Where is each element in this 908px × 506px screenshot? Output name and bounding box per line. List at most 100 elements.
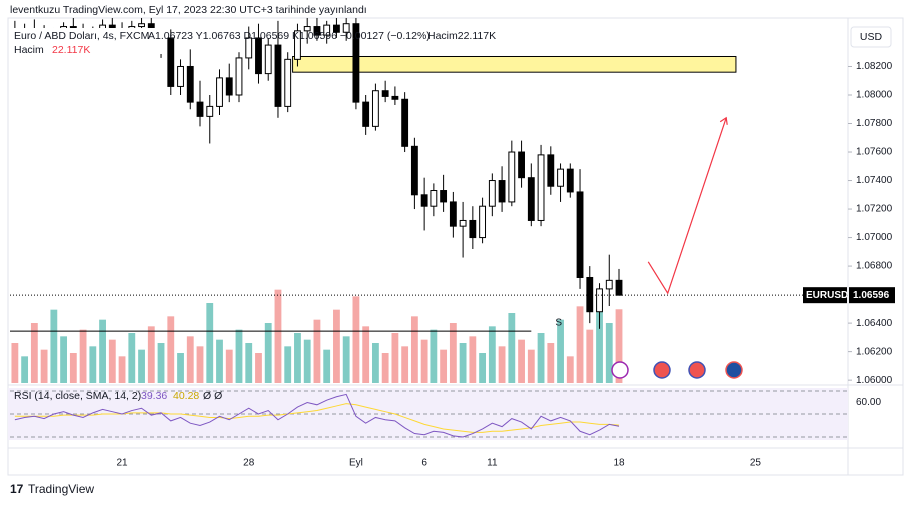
brand-logo: 17 — [10, 482, 24, 496]
volume-bar — [596, 299, 603, 383]
y-tick-label: 1.06000 — [856, 375, 893, 386]
x-tick-label: Eyl — [349, 458, 363, 469]
y-tick-label: 1.08200 — [856, 61, 893, 72]
y-tick-label: 1.08000 — [856, 90, 893, 101]
volume-bar — [333, 309, 340, 383]
candle-body — [284, 58, 292, 107]
candle-body — [488, 180, 496, 207]
candle-body — [381, 90, 389, 97]
candle-body — [264, 44, 272, 75]
candle-body — [186, 65, 194, 103]
volume-bar — [469, 336, 477, 383]
candle-body — [294, 30, 301, 60]
ohlc: A1.06723 Y1.06763 D1.06569 K1.06596 −0.0… — [148, 30, 430, 42]
candle-body — [225, 77, 233, 96]
candle-body — [430, 190, 438, 207]
x-tick-label: 28 — [243, 458, 255, 469]
x-tick-label: 6 — [421, 458, 427, 469]
volume-bar — [323, 349, 331, 383]
event-icon[interactable] — [611, 361, 629, 379]
volume-bar — [518, 339, 525, 383]
candle-body — [449, 201, 457, 227]
rsi-sma-value: 40.28 — [173, 390, 199, 402]
candle-body — [362, 101, 370, 127]
volume-bar — [303, 339, 311, 383]
candle-body — [537, 154, 545, 221]
volume-bar — [615, 309, 623, 383]
volume-bar — [225, 349, 233, 383]
volume-bar — [488, 326, 496, 383]
volume-name: Hacim — [14, 44, 44, 56]
volume-bar — [138, 349, 145, 383]
volume-bar — [294, 333, 301, 383]
volume-bar — [401, 346, 409, 383]
zone — [292, 55, 737, 73]
volume-bar — [186, 336, 194, 383]
x-tick-label: 18 — [613, 458, 625, 469]
volume-bar — [118, 356, 126, 383]
volume-bar — [479, 353, 487, 383]
x-tick-label: 25 — [750, 458, 762, 469]
candle-body — [615, 279, 623, 296]
rsi-extra: Ø Ø — [203, 390, 222, 402]
currency[interactable]: USD — [860, 31, 883, 43]
volume-bar — [89, 346, 97, 383]
y-tick-label: 1.07000 — [856, 232, 893, 243]
event-icon[interactable] — [725, 361, 743, 379]
volume-bar — [50, 309, 58, 383]
candle-body — [498, 180, 506, 203]
arrow — [647, 117, 727, 295]
candle-body — [196, 101, 204, 117]
candle-body — [518, 151, 525, 179]
header: leventkuzu TradingView.com, Eyl 17, 2023… — [10, 4, 367, 16]
volume-bar — [342, 336, 350, 383]
volume-bar — [167, 316, 175, 383]
candle-body — [586, 276, 594, 313]
volume-bar — [362, 326, 370, 383]
frame — [7, 17, 904, 476]
volume-value: 22.117K — [52, 44, 90, 56]
volume-bar — [537, 333, 545, 383]
y-tick-label: 1.07200 — [856, 204, 893, 215]
candle-body — [527, 177, 535, 221]
volume-bar — [245, 343, 253, 383]
volume-bar — [381, 353, 389, 383]
candle-body — [352, 23, 360, 103]
candle-body — [177, 65, 184, 87]
rsi-tick-label: 60.00 — [856, 397, 881, 408]
volume-bar — [11, 343, 19, 383]
volume-bar — [459, 343, 467, 383]
candle-body — [216, 77, 223, 107]
currency-button[interactable] — [850, 26, 892, 48]
volume-bar — [235, 329, 243, 383]
y-tick-label: 1.06200 — [856, 346, 893, 357]
volume-bar — [206, 303, 214, 383]
volume-bar — [274, 289, 282, 383]
volume-bar — [313, 319, 321, 383]
hline-label: S — [555, 318, 562, 329]
candle-body — [245, 37, 253, 59]
volume-bar — [79, 329, 87, 383]
volume-bar — [21, 356, 29, 383]
candle-body — [547, 154, 555, 187]
volume-bar — [40, 349, 48, 383]
volume-bar — [284, 346, 292, 383]
candle-body — [576, 191, 584, 278]
y-tick-label: 1.07400 — [856, 175, 893, 186]
volume-bar — [430, 329, 438, 383]
volume-bar — [255, 353, 262, 383]
event-icon[interactable] — [688, 361, 706, 379]
volume-bar — [99, 319, 106, 383]
candle-body — [313, 26, 321, 36]
event-icon[interactable] — [653, 361, 671, 379]
volume-bar — [60, 336, 68, 383]
y-tick-label: 1.07800 — [856, 118, 893, 129]
candle-body — [420, 194, 428, 207]
price-tag — [849, 287, 895, 304]
candle-body — [479, 205, 487, 239]
volume-bar — [586, 329, 594, 383]
rsi-sma-line — [14, 403, 620, 433]
volume-bar — [420, 339, 428, 383]
candle-body — [596, 288, 603, 313]
